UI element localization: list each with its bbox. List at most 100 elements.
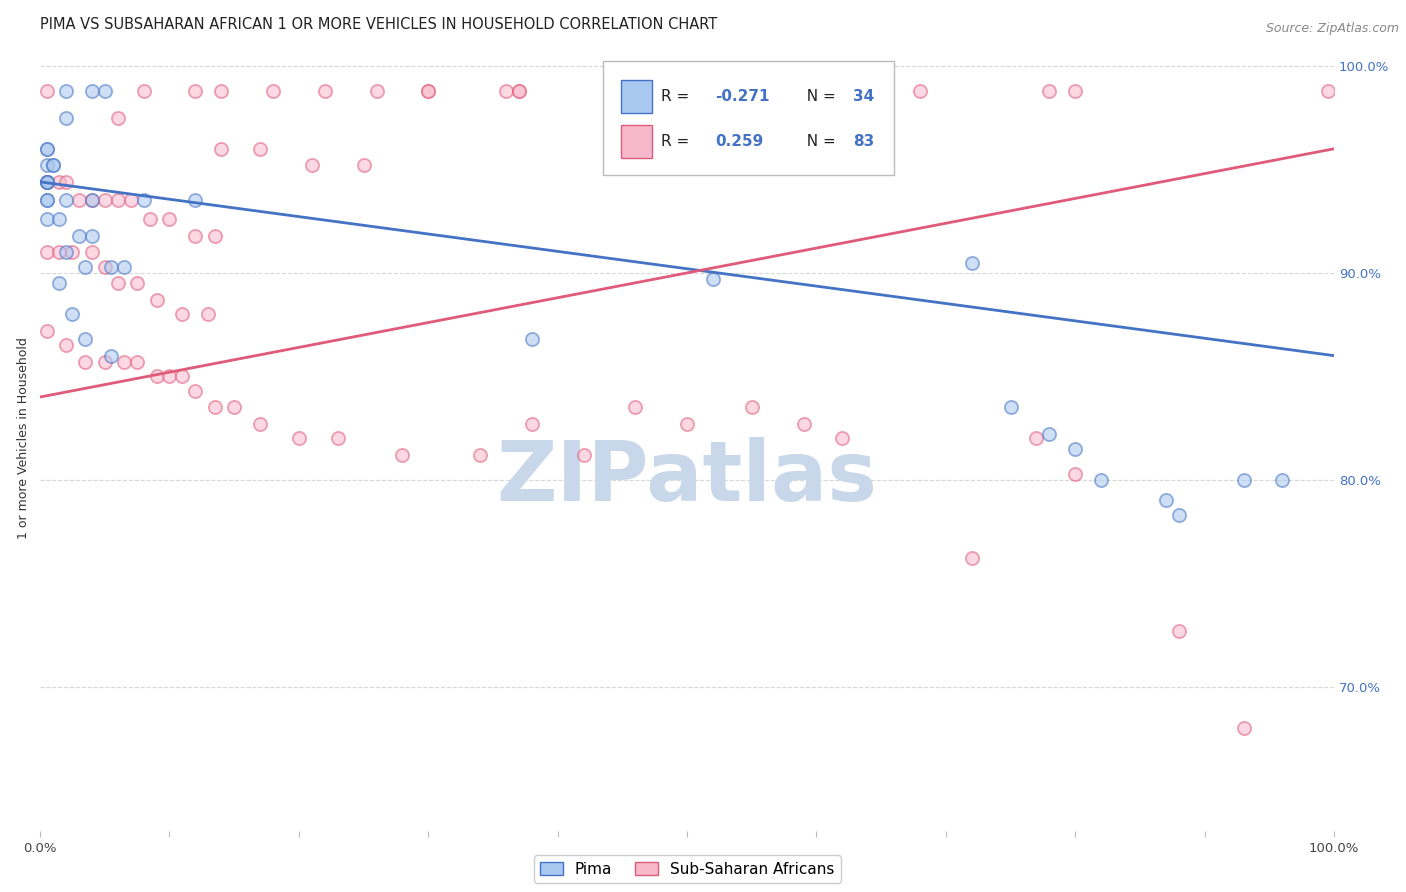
Point <box>172 307 194 321</box>
Point <box>1167 508 1189 522</box>
Point <box>831 431 853 445</box>
Point <box>35 84 58 98</box>
Point <box>100 260 122 274</box>
Point <box>100 349 122 363</box>
Point <box>1025 431 1047 445</box>
Point <box>159 212 181 227</box>
Point <box>184 384 207 398</box>
Point <box>94 260 117 274</box>
Point <box>112 355 135 369</box>
Text: 0.259: 0.259 <box>716 134 763 149</box>
Point <box>366 84 388 98</box>
FancyBboxPatch shape <box>621 80 652 113</box>
Point <box>1064 442 1087 456</box>
Point <box>80 194 103 208</box>
Point <box>35 142 58 156</box>
Point <box>75 260 97 274</box>
Point <box>55 111 77 125</box>
Point <box>35 324 58 338</box>
Point <box>48 212 70 227</box>
Point <box>75 332 97 346</box>
Text: -0.271: -0.271 <box>716 89 770 104</box>
Point <box>572 448 595 462</box>
Point <box>55 175 77 189</box>
Point <box>1038 84 1060 98</box>
Point <box>55 245 77 260</box>
Text: Source: ZipAtlas.com: Source: ZipAtlas.com <box>1265 22 1399 36</box>
Point <box>184 228 207 243</box>
Point <box>107 111 129 125</box>
Point <box>107 277 129 291</box>
Point <box>55 84 77 98</box>
Point <box>650 84 672 98</box>
Point <box>94 194 117 208</box>
Point <box>35 175 58 189</box>
Point <box>1316 84 1339 98</box>
Point <box>184 194 207 208</box>
Point <box>702 272 724 286</box>
Point <box>1038 427 1060 442</box>
Point <box>75 355 97 369</box>
Point <box>844 148 866 162</box>
Text: N =: N = <box>797 134 841 149</box>
Point <box>495 84 517 98</box>
Point <box>35 142 58 156</box>
Point <box>1064 84 1087 98</box>
Point <box>35 194 58 208</box>
Point <box>624 84 647 98</box>
Point <box>204 401 226 415</box>
Point <box>48 175 70 189</box>
Point <box>80 84 103 98</box>
Point <box>112 260 135 274</box>
Point <box>702 84 724 98</box>
Point <box>468 448 491 462</box>
Point <box>67 228 90 243</box>
Point <box>288 431 311 445</box>
Point <box>48 277 70 291</box>
Point <box>908 84 931 98</box>
Point <box>80 245 103 260</box>
Text: R =: R = <box>661 134 695 149</box>
Point <box>508 84 530 98</box>
Point <box>209 142 232 156</box>
Point <box>754 84 776 98</box>
Point <box>224 401 246 415</box>
Point <box>35 175 58 189</box>
Point <box>1000 401 1022 415</box>
Text: 83: 83 <box>852 134 875 149</box>
Point <box>80 228 103 243</box>
Point <box>35 212 58 227</box>
Point <box>1232 473 1254 487</box>
Point <box>132 194 155 208</box>
Point <box>418 84 440 98</box>
Text: PIMA VS SUBSAHARAN AFRICAN 1 OR MORE VEHICLES IN HOUSEHOLD CORRELATION CHART: PIMA VS SUBSAHARAN AFRICAN 1 OR MORE VEH… <box>41 17 717 32</box>
Text: ZIPatlas: ZIPatlas <box>496 437 877 518</box>
Point <box>793 417 815 431</box>
Point <box>159 369 181 384</box>
Point <box>120 194 142 208</box>
Point <box>391 448 413 462</box>
Point <box>172 369 194 384</box>
Point <box>1154 493 1177 508</box>
Point <box>960 551 983 566</box>
FancyBboxPatch shape <box>603 61 894 175</box>
Point <box>55 194 77 208</box>
Point <box>1232 721 1254 735</box>
Point <box>94 84 117 98</box>
Point <box>42 158 65 172</box>
Point <box>1271 473 1294 487</box>
Point <box>818 84 841 98</box>
Point <box>960 255 983 269</box>
Point <box>94 355 117 369</box>
Point <box>418 84 440 98</box>
Point <box>35 175 58 189</box>
Point <box>35 158 58 172</box>
Y-axis label: 1 or more Vehicles in Household: 1 or more Vehicles in Household <box>17 337 30 540</box>
Point <box>127 355 149 369</box>
Point <box>676 417 699 431</box>
Point <box>1090 473 1112 487</box>
Point <box>249 142 271 156</box>
Point <box>1167 624 1189 638</box>
Text: R =: R = <box>661 89 695 104</box>
Legend: Pima, Sub-Saharan Africans: Pima, Sub-Saharan Africans <box>533 855 841 883</box>
